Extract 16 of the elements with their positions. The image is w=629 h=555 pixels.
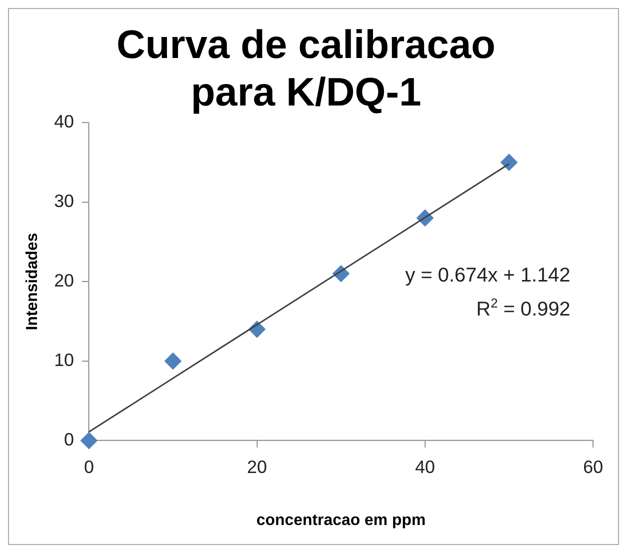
point — [500, 154, 518, 171]
y-tick-label: 20 — [54, 270, 74, 291]
x-tick-label: 60 — [583, 457, 604, 478]
point — [164, 352, 182, 370]
x-axis-title: concentracao em ppm — [256, 512, 426, 529]
x-tick-label: 40 — [415, 457, 436, 478]
y-tick-label: 0 — [64, 430, 74, 450]
point — [80, 432, 98, 450]
y-tick-label: 30 — [54, 191, 74, 212]
x-tick-label: 0 — [84, 457, 94, 478]
y-tick-label: 40 — [54, 112, 74, 132]
chart-title: Curva de calibracao para K/DQ-1 — [116, 22, 496, 115]
annotation: y = 0.674x + 1.142 — [405, 264, 570, 287]
y-axis-title: Intensidades — [24, 232, 41, 330]
y-tick-label: 10 — [54, 350, 74, 370]
x-tick-label: 20 — [247, 457, 267, 478]
